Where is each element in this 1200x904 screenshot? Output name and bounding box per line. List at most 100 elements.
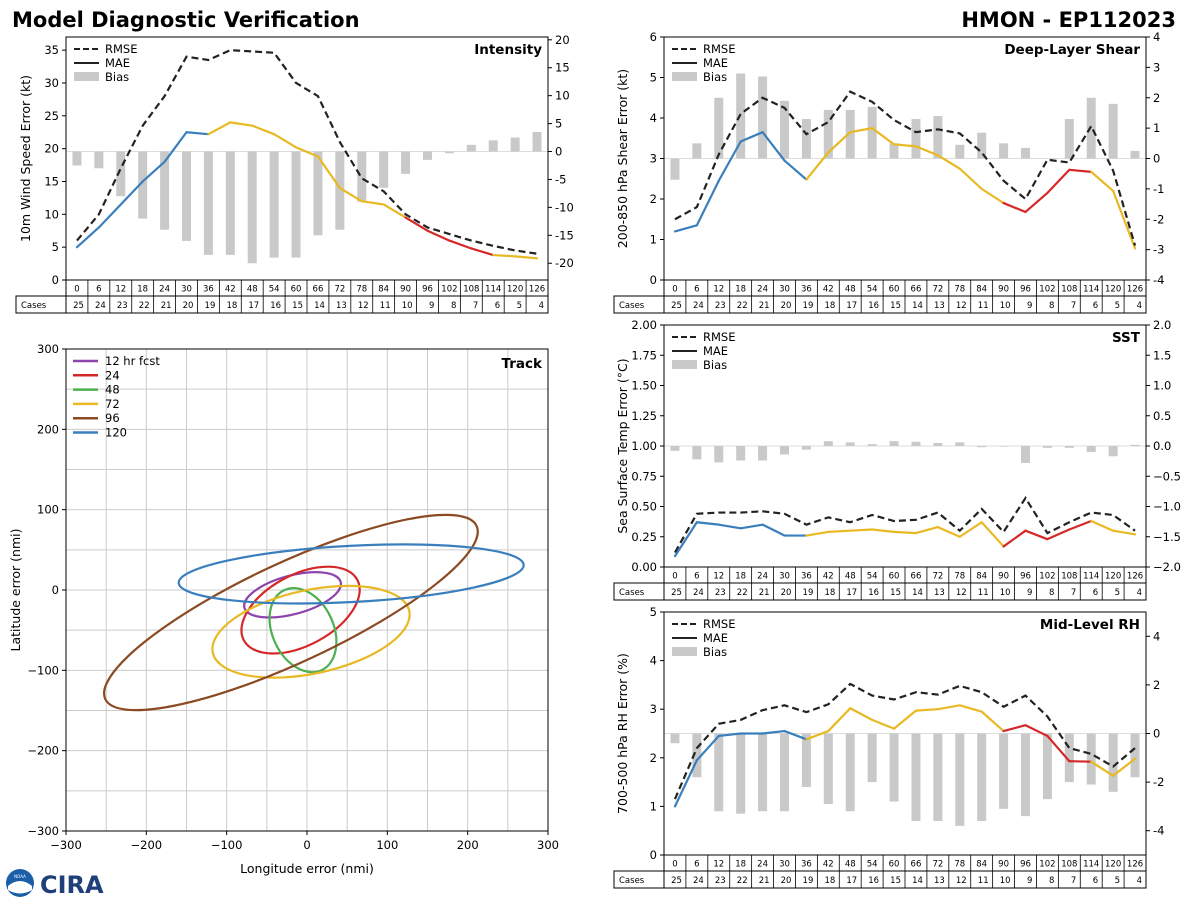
sst-bias-bar xyxy=(692,446,701,459)
intensity-bias-bar xyxy=(182,152,191,241)
sst-hour-label: 54 xyxy=(867,572,878,582)
sst-bias-bar xyxy=(999,446,1008,447)
track-ytick-label: −300 xyxy=(27,824,59,838)
rh-case-count: 8 xyxy=(1049,876,1054,886)
intensity-y2tick-label: 10 xyxy=(555,89,570,103)
shear-case-count: 14 xyxy=(912,301,923,311)
rh-case-count: 4 xyxy=(1137,876,1142,886)
intensity-mae-segment xyxy=(230,122,252,125)
intensity-ytick-label: 15 xyxy=(44,174,59,188)
shear-case-count: 5 xyxy=(1115,301,1120,311)
shear-case-count: 11 xyxy=(978,301,989,311)
intensity-case-count: 21 xyxy=(161,301,172,311)
sst-case-count: 6 xyxy=(1093,588,1098,598)
shear-ytick-label: 6 xyxy=(650,30,657,44)
sst-case-count: 15 xyxy=(890,588,901,598)
rh-bias-bar xyxy=(1043,734,1052,800)
rh-case-count: 21 xyxy=(759,876,770,886)
rh-bias-bar xyxy=(933,734,942,821)
intensity-hour-label: 36 xyxy=(203,285,214,295)
intensity-hour-label: 120 xyxy=(507,285,523,295)
sst-panel: 0.000.250.500.751.001.251.501.752.00−2.0… xyxy=(614,318,1181,600)
rh-mae-segment xyxy=(828,708,850,731)
rh-bias-bar xyxy=(824,734,833,804)
rh-case-count: 25 xyxy=(671,876,682,886)
intensity-mae-segment xyxy=(493,255,515,256)
rh-hour-label: 18 xyxy=(735,860,746,870)
intensity-y2tick-label: 5 xyxy=(555,117,562,131)
intensity-legend-rmse-label: RMSE xyxy=(105,42,137,56)
sst-case-count: 13 xyxy=(934,588,945,598)
rh-bias-bar xyxy=(955,734,964,826)
rh-case-count: 12 xyxy=(956,876,967,886)
intensity-mae-segment xyxy=(449,241,471,249)
sst-ylabel: Sea Surface Temp Error (°C) xyxy=(615,358,630,533)
shear-case-count: 20 xyxy=(781,301,792,311)
rh-cases-label: Cases xyxy=(619,876,645,886)
intensity-hour-label: 30 xyxy=(181,285,192,295)
track-error-ellipse xyxy=(204,570,418,693)
shear-mae-segment xyxy=(960,169,982,189)
rh-hour-label: 96 xyxy=(1020,860,1031,870)
shear-bias-bar xyxy=(802,119,811,158)
shear-bias-bar xyxy=(868,107,877,159)
intensity-bias-bar xyxy=(489,140,498,151)
rh-y2tick-label: 2 xyxy=(1153,678,1160,692)
track-xtick-label: 300 xyxy=(537,838,559,852)
rh-y2tick-label: -4 xyxy=(1153,824,1164,838)
rh-title: Mid-Level RH xyxy=(1040,617,1140,633)
intensity-y2tick-label: -5 xyxy=(555,172,566,186)
rh-y2tick-label: 4 xyxy=(1153,629,1160,643)
sst-hour-label: 96 xyxy=(1020,572,1031,582)
track-ylabel: Latitude error (nmi) xyxy=(8,529,23,652)
sst-rmse-line xyxy=(675,498,1135,552)
rh-y2tick-label: -2 xyxy=(1153,775,1164,789)
shear-mae-segment xyxy=(1113,191,1135,249)
intensity-y2tick-label: -10 xyxy=(555,200,574,214)
sst-hour-label: 102 xyxy=(1039,572,1055,582)
sst-case-count: 16 xyxy=(868,588,879,598)
sst-ytick-label: 0.75 xyxy=(631,469,657,483)
shear-legend-rmse-label: RMSE xyxy=(703,42,735,56)
intensity-case-count: 11 xyxy=(380,301,391,311)
shear-hour-label: 114 xyxy=(1083,285,1099,295)
shear-hour-label: 126 xyxy=(1127,285,1143,295)
sst-hour-label: 72 xyxy=(932,572,943,582)
rh-hour-label: 30 xyxy=(779,860,790,870)
sst-bias-bar xyxy=(1131,445,1140,446)
intensity-case-count: 8 xyxy=(451,301,456,311)
shear-hour-label: 90 xyxy=(998,285,1009,295)
intensity-case-count: 13 xyxy=(336,301,347,311)
sst-mae-segment xyxy=(1113,531,1135,535)
intensity-y2tick-label: 15 xyxy=(555,61,570,75)
shear-bias-bar xyxy=(692,143,701,158)
shear-bias-bar xyxy=(977,133,986,159)
shear-case-count: 25 xyxy=(671,301,682,311)
rh-hour-label: 84 xyxy=(976,860,987,870)
intensity-bias-bar xyxy=(94,152,103,169)
rh-mae-segment xyxy=(938,705,960,709)
shear-bias-bar xyxy=(1109,104,1118,159)
sst-hour-label: 60 xyxy=(889,572,900,582)
rh-mae-segment xyxy=(675,760,697,806)
sst-case-count: 11 xyxy=(978,588,989,598)
shear-case-count: 23 xyxy=(715,301,726,311)
sst-bias-bar xyxy=(670,446,679,451)
rh-bias-bar xyxy=(1131,734,1140,778)
sst-cases-label: Cases xyxy=(619,588,645,598)
intensity-bias-bar xyxy=(467,145,476,152)
sst-legend-bias-label: Bias xyxy=(703,358,727,372)
intensity-ytick-label: 35 xyxy=(44,43,59,57)
rh-ytick-label: 0 xyxy=(650,848,657,862)
sst-case-count: 5 xyxy=(1115,588,1120,598)
rh-bias-bar xyxy=(868,734,877,783)
intensity-hour-label: 114 xyxy=(485,285,501,295)
shear-bias-bar xyxy=(911,119,920,158)
rh-bias-bar xyxy=(1087,734,1096,785)
sst-hour-label: 66 xyxy=(911,572,922,582)
sst-ytick-label: 0.50 xyxy=(631,500,657,514)
shear-bias-bar xyxy=(758,76,767,158)
track-ytick-label: −100 xyxy=(27,663,59,677)
track-xtick-label: 100 xyxy=(376,838,398,852)
main-title: Model Diagnostic Verification xyxy=(12,8,360,32)
